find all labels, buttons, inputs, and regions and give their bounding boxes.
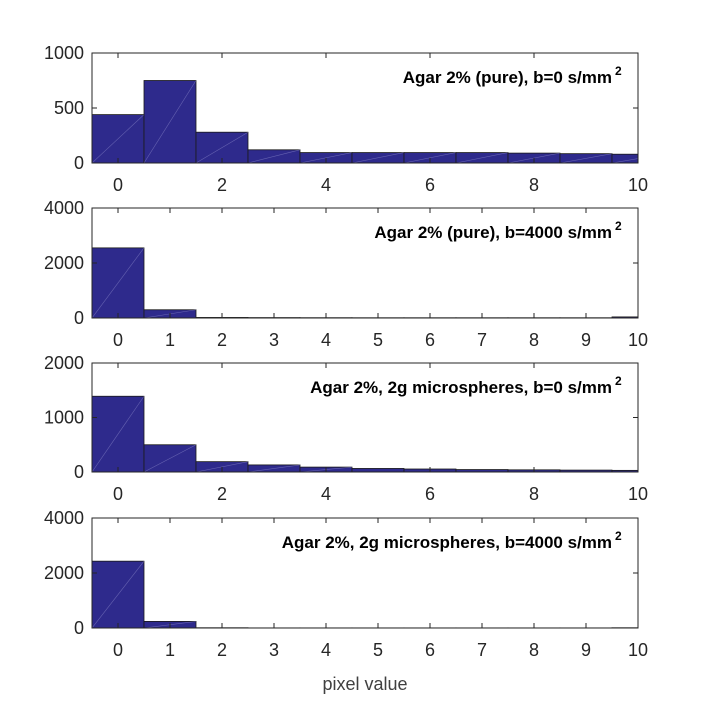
bar-diagonal — [92, 396, 145, 472]
x-tick-label: 7 — [477, 640, 487, 660]
x-tick-label: 2 — [217, 640, 227, 660]
x-tick-label: 3 — [269, 640, 279, 660]
x-tick-label: 10 — [628, 640, 648, 660]
bar-diagonal — [247, 464, 301, 472]
x-tick-label: 6 — [425, 175, 435, 195]
x-tick-label: 7 — [477, 330, 487, 350]
x-tick-label: 0 — [113, 484, 123, 504]
y-tick-label: 0 — [74, 308, 84, 328]
y-tick-label: 2000 — [44, 253, 84, 273]
bar-diagonal — [455, 152, 509, 163]
bar-diagonal — [92, 247, 145, 318]
bar-diagonal — [92, 114, 145, 163]
bars — [92, 80, 638, 163]
x-tick-label: 6 — [425, 484, 435, 504]
bar-diagonal — [299, 152, 353, 163]
x-tick-label: 8 — [529, 484, 539, 504]
x-tick-label: 4 — [321, 330, 331, 350]
x-tick-label: 8 — [529, 175, 539, 195]
y-tick-label: 2000 — [44, 353, 84, 373]
y-tick-label: 1000 — [44, 408, 84, 428]
x-tick-label: 0 — [113, 330, 123, 350]
x-tick-label: 3 — [269, 330, 279, 350]
x-tick-label: 1 — [165, 640, 175, 660]
x-tick-label: 6 — [425, 330, 435, 350]
bar-diagonal — [143, 444, 197, 472]
histogram-panel-4: 0 2000 4000 0 1 2 3 4 5 6 7 8 9 10 Agar 2%, 2g microsp… — [44, 508, 648, 694]
y-tick-label: 0 — [74, 618, 84, 638]
x-tick-label: 9 — [581, 640, 591, 660]
x-tick-label: 0 — [113, 640, 123, 660]
panel-title: Agar 2% (pure), b=0 s/mm — [403, 68, 612, 87]
bar-diagonal — [143, 80, 197, 163]
y-tick-label: 1000 — [44, 43, 84, 63]
x-tick-label: 4 — [321, 175, 331, 195]
bar-diagonal — [559, 153, 613, 163]
y-tick-label: 500 — [54, 98, 84, 118]
x-tick-label: 5 — [373, 330, 383, 350]
x-tick-label: 0 — [113, 175, 123, 195]
bar-diagonal — [195, 131, 249, 163]
x-tick-label: 2 — [217, 175, 227, 195]
bars — [92, 247, 638, 318]
x-tick-label: 2 — [217, 330, 227, 350]
bar-diagonal — [351, 152, 405, 163]
panel-title: Agar 2%, 2g microspheres, b=0 s/mm — [310, 378, 612, 397]
histogram-panel-2: 0 2000 4000 0 1 2 3 4 5 6 7 8 9 10 Agar 2% (pure), b=4… — [44, 198, 648, 350]
histogram-bar — [611, 316, 638, 318]
x-tick-label: 4 — [321, 484, 331, 504]
x-tick-label: 10 — [628, 330, 648, 350]
histogram-bar — [351, 468, 405, 472]
bars — [92, 395, 638, 472]
panel-title: Agar 2%, 2g microspheres, b=4000 s/mm — [282, 533, 612, 552]
y-tick-label: 4000 — [44, 508, 84, 528]
histogram-panel-3: 0 1000 2000 0 2 4 6 8 10 Agar 2%, 2g microspheres… — [44, 353, 648, 504]
panel-title: Agar 2% (pure), b=4000 s/mm — [374, 223, 612, 242]
x-tick-label: 2 — [217, 484, 227, 504]
histogram-bar — [611, 469, 638, 472]
x-tick-label: 9 — [581, 330, 591, 350]
y-tick-label: 0 — [74, 462, 84, 482]
x-tick-label: 1 — [165, 330, 175, 350]
panel-title-superscript: 2 — [615, 219, 622, 233]
x-tick-label: 6 — [425, 640, 435, 660]
x-tick-label: 10 — [628, 175, 648, 195]
bar-diagonal — [92, 560, 145, 628]
x-tick-label: 4 — [321, 640, 331, 660]
y-tick-label: 4000 — [44, 198, 84, 218]
x-axis-label: pixel value — [322, 674, 407, 694]
bar-diagonal — [611, 158, 638, 163]
x-tick-label: 10 — [628, 484, 648, 504]
bars — [92, 560, 638, 628]
y-tick-label: 0 — [74, 153, 84, 173]
panel-title-superscript: 2 — [615, 64, 622, 78]
x-tick-label: 8 — [529, 330, 539, 350]
panel-title-superscript: 2 — [615, 374, 622, 388]
bar-diagonal — [195, 461, 249, 472]
panel-title-superscript: 2 — [615, 529, 622, 543]
x-tick-label: 5 — [373, 640, 383, 660]
x-tick-label: 8 — [529, 640, 539, 660]
bar-diagonal — [247, 149, 301, 163]
histogram-bar — [611, 153, 638, 163]
bar-diagonal — [403, 152, 457, 163]
y-tick-label: 2000 — [44, 563, 84, 583]
